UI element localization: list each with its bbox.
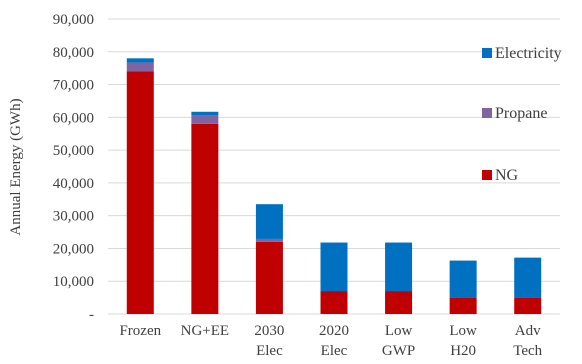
bar-electricity-5 [449, 260, 477, 298]
bar-propane-0 [126, 62, 154, 72]
bar-electricity-1 [191, 111, 219, 116]
bar-ng-1 [191, 123, 219, 314]
legend-label-electricity: Electricity [495, 45, 562, 62]
legend-swatch-ng [482, 170, 492, 180]
bar-propane-1 [191, 115, 219, 124]
y-tick-label: 70,000 [53, 78, 94, 94]
bars [126, 58, 542, 314]
x-tick-label: Low H20 [449, 323, 477, 359]
gridlines [108, 18, 560, 315]
bar-ng-4 [385, 291, 413, 314]
bar-ng-2 [255, 241, 283, 314]
y-tick-label: 30,000 [53, 209, 94, 225]
x-tick-label: 2030 Elec [254, 323, 284, 359]
x-tick-label: Adv Tech [513, 323, 542, 359]
legend-swatch-propane [482, 108, 492, 118]
y-tick-label: 40,000 [53, 176, 94, 192]
x-tick-label: NG+EE [181, 323, 229, 339]
bar-ng-6 [514, 297, 542, 314]
y-tick-label: - [89, 307, 94, 323]
legend-label-propane: Propane [495, 105, 547, 122]
y-tick-label: 60,000 [53, 110, 94, 126]
bar-ng-0 [126, 71, 154, 314]
bar-ng-5 [449, 297, 477, 314]
bar-propane-2 [255, 238, 283, 242]
y-tick-label: 20,000 [53, 241, 94, 257]
bar-electricity-0 [126, 58, 154, 63]
x-tick-label: Low GWP [382, 323, 415, 359]
x-tick-label: 2020 Elec [319, 323, 349, 359]
bar-electricity-4 [385, 242, 413, 292]
legend-label-ng: NG [495, 167, 519, 184]
x-axis-categories: Frozen NG+EE 2030 Elec 2020 Elec Low GWP Low H20 A… [119, 323, 542, 359]
bar-electricity-2 [255, 204, 283, 239]
bar-electricity-6 [514, 257, 542, 298]
y-tick-label: 50,000 [53, 143, 94, 159]
y-axis-ticks: - 10,000 20,000 30,000 40,000 50,000 60,000 70,… [53, 12, 94, 323]
y-tick-label: 90,000 [53, 12, 94, 28]
x-tick-label: Frozen [119, 323, 161, 339]
legend: Electricity Propane NG [482, 45, 562, 184]
y-axis-label: Annual Energy (GWh) [8, 98, 24, 235]
y-tick-label: 10,000 [53, 274, 94, 290]
bar-electricity-3 [320, 242, 348, 292]
legend-swatch-electricity [482, 48, 492, 58]
y-tick-label: 80,000 [53, 45, 94, 61]
bar-ng-3 [320, 291, 348, 314]
